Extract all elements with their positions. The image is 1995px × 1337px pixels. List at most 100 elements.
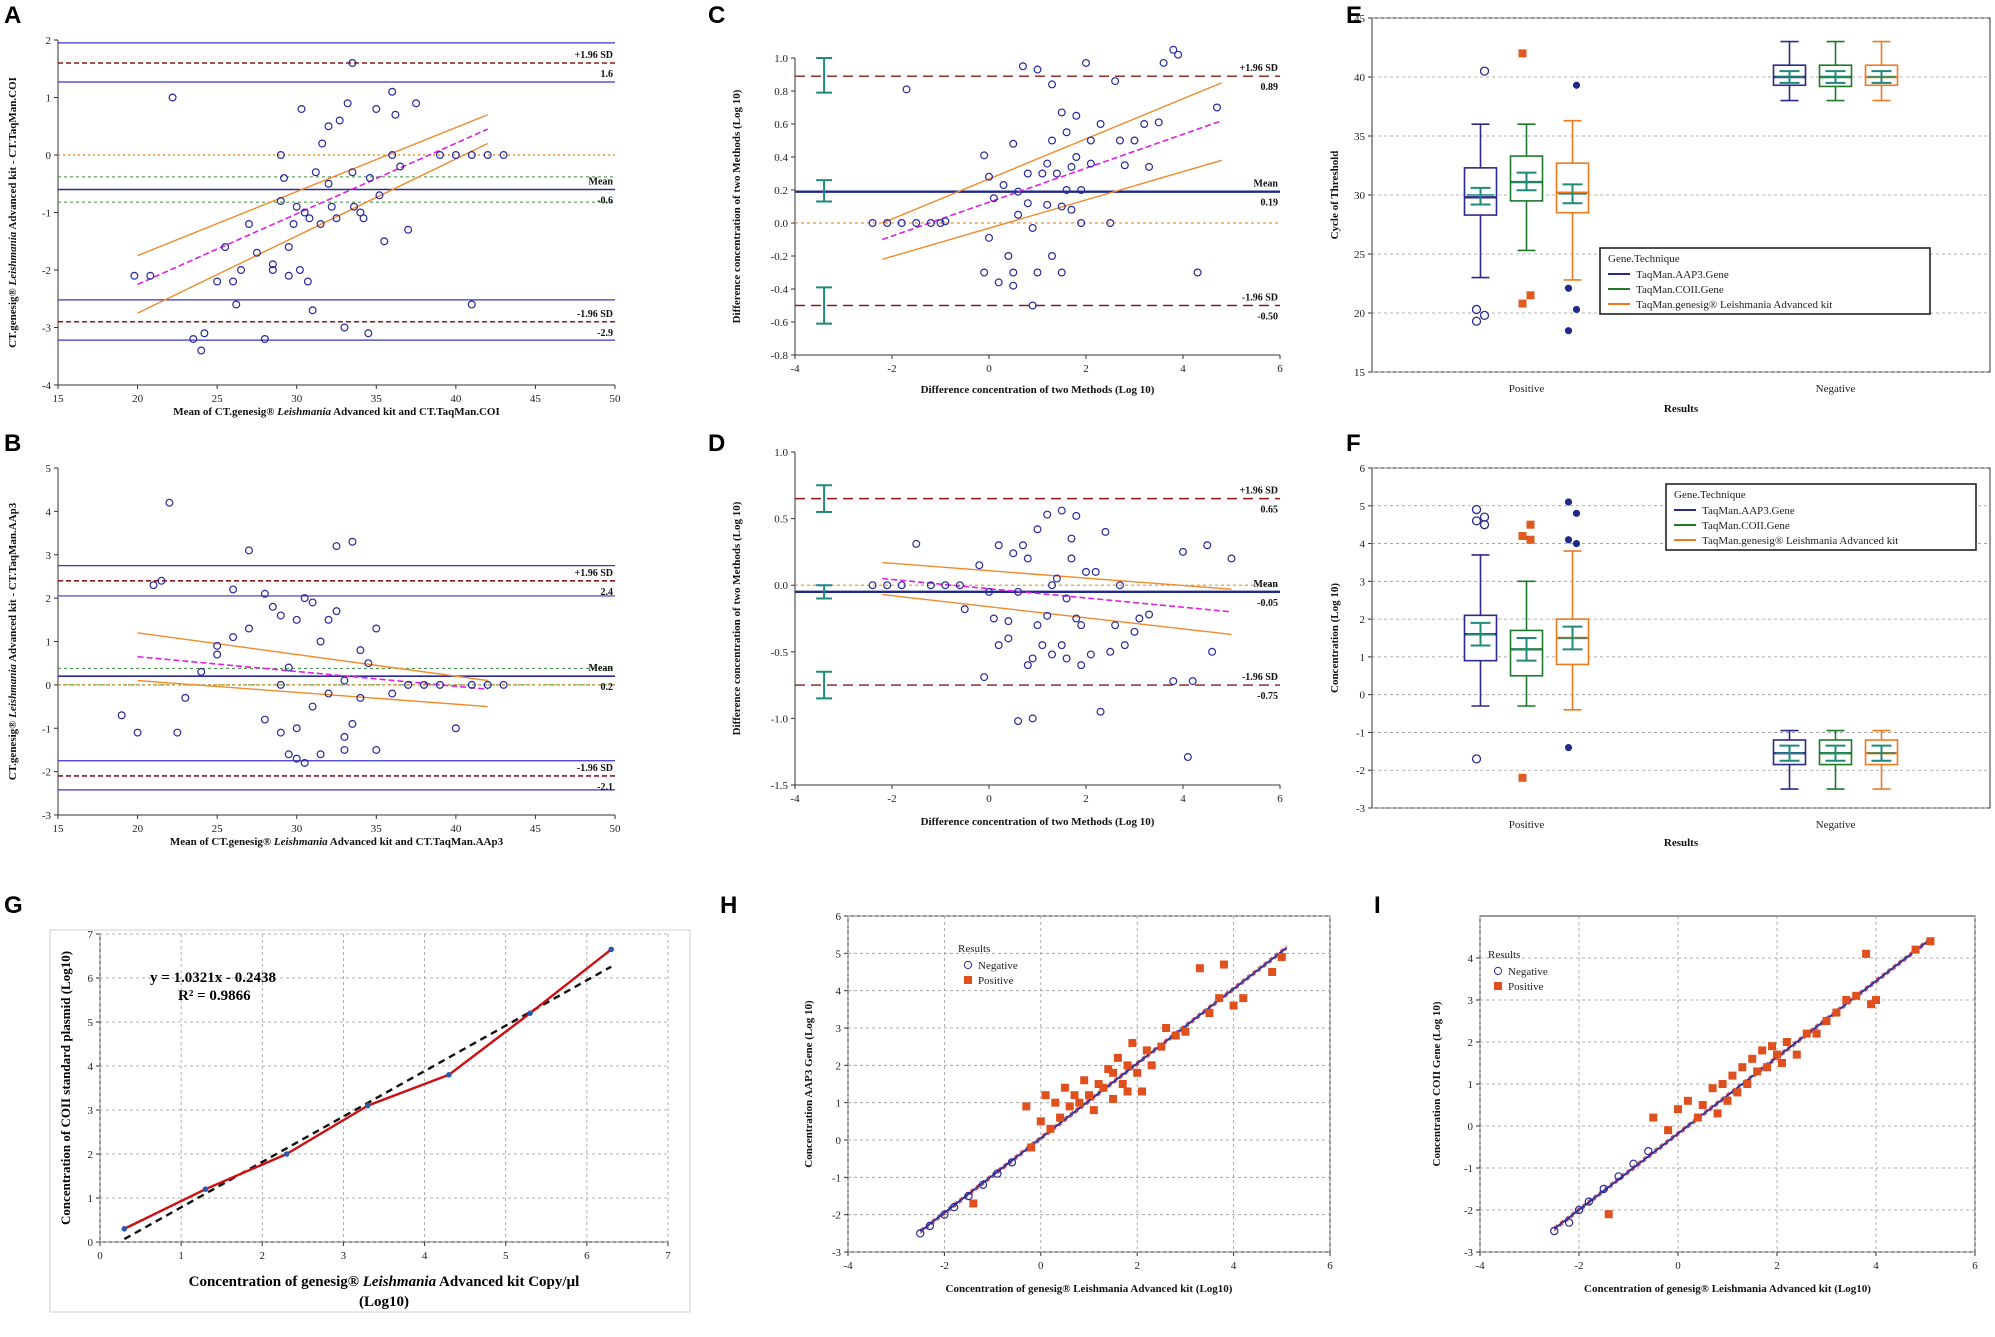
y-tick-label: 0.0	[774, 218, 788, 230]
y-tick-label: 0.6	[774, 119, 788, 131]
y-tick-label: -2	[1464, 1205, 1473, 1217]
data-point	[335, 116, 344, 125]
mean-label: Mean	[1254, 179, 1279, 190]
data-point	[1009, 268, 1018, 277]
data-point	[1193, 268, 1202, 277]
x-axis-title-part: Advanced kit and CT.TaqMan.COI	[331, 406, 500, 418]
data-point	[149, 581, 158, 590]
upper-sd-label: +1.96 SD	[1240, 486, 1278, 497]
x-tick-label: 50	[610, 393, 622, 405]
x-tick-label: 35	[371, 393, 383, 405]
positive-point	[1792, 1050, 1801, 1059]
data-point	[305, 214, 314, 223]
x-tick-label: 3	[341, 1250, 347, 1262]
x-tick-label: 6	[1277, 793, 1283, 805]
data-point	[1179, 547, 1188, 556]
data-point	[980, 673, 989, 682]
y-tick-label: 4	[836, 986, 842, 998]
data-point	[197, 346, 206, 355]
data-point	[1048, 252, 1057, 261]
positive-point	[1036, 1117, 1045, 1126]
panel-letter-c: C	[708, 2, 726, 29]
data-point	[1048, 581, 1057, 590]
x-axis-title: Difference concentration of two Methods …	[921, 816, 1155, 828]
positive-point	[1080, 1076, 1089, 1085]
positive-point	[1022, 1102, 1031, 1111]
outlier-point	[1471, 304, 1482, 315]
y-tick-label: 4	[1468, 953, 1474, 965]
positive-point	[1099, 1083, 1108, 1092]
positive-point	[1123, 1087, 1132, 1096]
data-point	[1023, 554, 1032, 563]
data-point	[1023, 169, 1032, 178]
data-point	[268, 602, 277, 611]
positive-point	[1743, 1080, 1752, 1088]
outlier-point	[1471, 316, 1482, 326]
lower-sd-label: -1.96 SD	[1242, 672, 1278, 683]
data-point	[1188, 677, 1197, 686]
y-tick-label: 1	[1360, 652, 1366, 664]
data-point	[1043, 510, 1052, 519]
positive-point	[1862, 949, 1871, 958]
legend-entry: TaqMan.AAP3.Gene	[1702, 505, 1795, 517]
outlier-point	[1479, 66, 1490, 76]
negative-point	[1599, 1184, 1608, 1194]
upper-sd-label: +1.96 SD	[575, 568, 613, 579]
data-point	[420, 680, 429, 689]
data-point	[1048, 80, 1057, 89]
data-point	[332, 607, 341, 616]
y-tick-label: 25	[1354, 249, 1366, 261]
x-tick-label: 25	[212, 823, 224, 835]
data-point	[1086, 136, 1095, 145]
data-point	[1067, 554, 1076, 563]
panel-i: I -3 -2 -1 0 1 2 3 4 -4 -2 0 2 4 6 Results Negative Posi…	[1340, 880, 1995, 1337]
y-tick-label: 3	[88, 1105, 94, 1117]
data-point	[244, 546, 253, 555]
panel-f: F -3 -2 -1 0 1 2 3 4 5 6 Positive Negative Gene.Tech…	[1310, 430, 1995, 860]
y-tick-label: -2	[1356, 765, 1365, 777]
y-tick-label: -3	[42, 810, 52, 822]
data-point	[912, 219, 921, 228]
x-tick-label: 45	[530, 823, 542, 835]
positive-point	[1812, 1029, 1821, 1038]
data-point	[499, 680, 508, 689]
regression-ci-lower	[137, 142, 488, 314]
x-tick-label: -2	[887, 793, 896, 805]
data-point	[1067, 205, 1076, 214]
mean-value: 0.2	[601, 682, 614, 693]
panel-letter-e: E	[1346, 2, 1363, 29]
y-axis-title-part: Leishmania	[7, 231, 19, 286]
data-point	[173, 728, 182, 737]
data-point	[1018, 62, 1027, 71]
positive-point	[1104, 1065, 1113, 1074]
positive-point	[1718, 1080, 1727, 1088]
y-tick-label: 3	[1468, 995, 1474, 1007]
data-point	[980, 268, 989, 277]
y-axis-title: Difference concentration of two Methods …	[731, 89, 743, 323]
data-point	[276, 680, 285, 689]
data-point	[292, 754, 301, 763]
positive-point	[1027, 1143, 1036, 1152]
data-point	[1043, 611, 1052, 620]
panel-letter-d: D	[708, 430, 726, 457]
x-tick-label: 30	[291, 823, 303, 835]
y-axis-title: Concentration COII Gene (Log 10)	[1431, 1001, 1443, 1166]
y-axis-title: Concentration of COII standard plasmid (…	[58, 951, 73, 1225]
data-point	[1052, 169, 1061, 178]
data-point	[941, 581, 950, 590]
y-axis-title-part: CT.genesig®	[7, 286, 19, 348]
x-tick-label: 0	[1675, 1260, 1681, 1272]
outlier-point	[1572, 509, 1581, 517]
data-point	[380, 237, 389, 246]
outlier-point	[1518, 299, 1527, 308]
data-point	[868, 219, 877, 228]
y-tick-label: -1	[42, 723, 51, 735]
data-point	[1004, 634, 1013, 643]
mean-value: 0.19	[1261, 198, 1279, 209]
y-tick-label: 0.2	[774, 185, 788, 197]
data-point	[1057, 108, 1066, 117]
x-tick-label: 15	[53, 393, 65, 405]
positive-point	[1748, 1054, 1757, 1063]
data-point	[1014, 187, 1023, 196]
lower-sd-label: -1.96 SD	[577, 309, 613, 320]
